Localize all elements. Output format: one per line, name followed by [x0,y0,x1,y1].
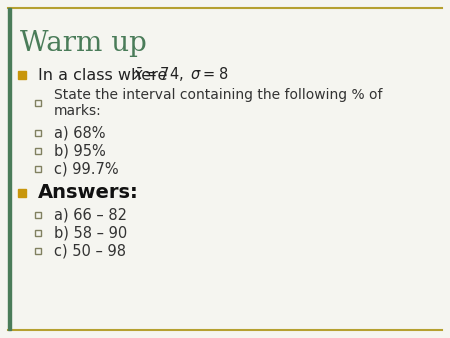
Bar [35,100,41,106]
Text: a) 68%: a) 68% [54,125,105,141]
Bar [35,212,41,218]
Bar [8,8,11,330]
Bar [35,166,41,172]
Text: c) 99.7%: c) 99.7% [54,162,119,176]
Text: $\bar{x} = 74,\  \sigma = 8$: $\bar{x} = 74,\ \sigma = 8$ [133,66,228,84]
Bar [18,189,26,197]
Text: b) 58 – 90: b) 58 – 90 [54,225,127,241]
Text: b) 95%: b) 95% [54,144,106,159]
Bar [35,248,41,254]
Bar [35,230,41,236]
Text: Answers:: Answers: [38,184,139,202]
Text: a) 66 – 82: a) 66 – 82 [54,208,127,222]
Text: In a class where: In a class where [38,68,167,82]
Bar [18,71,26,79]
Text: State the interval containing the following % of
marks:: State the interval containing the follow… [54,88,382,118]
Bar [35,130,41,136]
Text: Warm up: Warm up [20,30,147,57]
Bar [35,148,41,154]
Text: c) 50 – 98: c) 50 – 98 [54,243,126,259]
